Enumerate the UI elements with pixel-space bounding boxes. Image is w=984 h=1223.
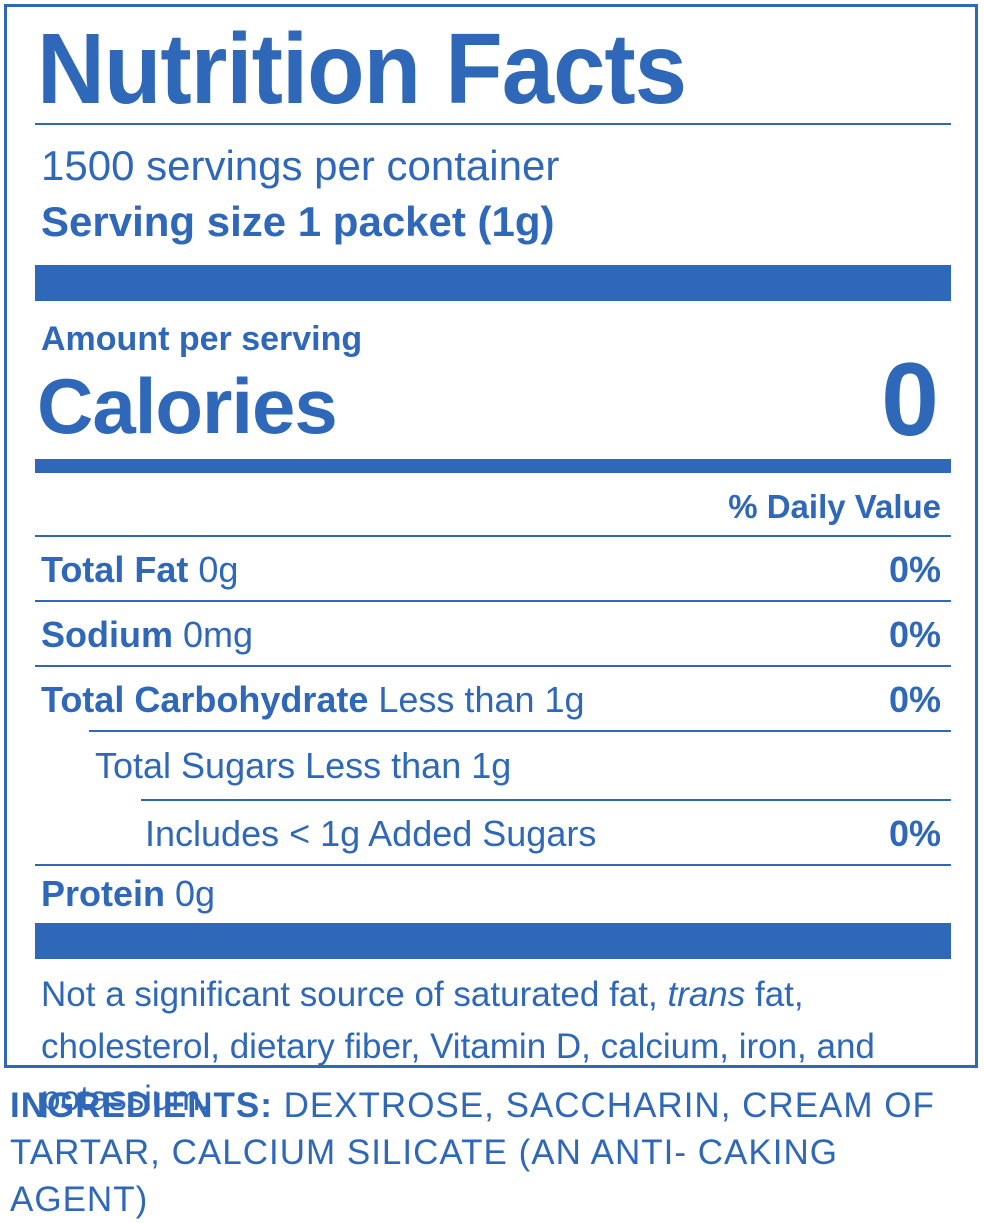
label-title: Nutrition Facts	[37, 13, 687, 125]
nutrient-name: Sodium	[41, 614, 183, 655]
nutrient-amount: 0g	[198, 549, 239, 590]
nutrient-name: Total Fat	[41, 549, 199, 590]
nutrient-daily-value: 0%	[888, 679, 941, 720]
calories-value: 0	[881, 342, 939, 458]
nutrient-row-total-fat: Total Fat 0g 0%	[41, 545, 941, 595]
title-divider	[35, 123, 951, 125]
nutrient-amount: Includes < 1g Added Sugars	[145, 813, 597, 854]
nutrient-name: Total Carbohydrate	[41, 679, 379, 720]
nutrient-daily-value: 0%	[888, 614, 941, 655]
row-divider	[35, 535, 951, 537]
nutrient-row-total-carbohydrate: Total Carbohydrate Less than 1g 0%	[41, 675, 941, 725]
ingredients-label: INGREDIENTS:	[10, 1086, 273, 1125]
row-divider	[35, 864, 951, 866]
footnote-trans: trans	[667, 975, 746, 1014]
row-divider	[141, 799, 951, 801]
row-divider	[35, 665, 951, 667]
ingredients: INGREDIENTS: DEXTROSE, SACCHARIN, CREAM …	[10, 1082, 975, 1223]
nutrient-amount: 0mg	[183, 614, 254, 655]
nutrient-amount: Less than 1g	[378, 679, 585, 720]
nutrient-amount: Total Sugars Less than 1g	[95, 745, 512, 786]
row-divider	[89, 730, 951, 732]
nutrient-row-sodium: Sodium 0mg 0%	[41, 610, 941, 660]
nutrient-row-added-sugars: Includes < 1g Added Sugars 0%	[145, 809, 941, 859]
nutrient-name: Protein	[41, 873, 176, 914]
calories-label: Calories	[37, 362, 338, 450]
daily-value-header: % Daily Value	[728, 488, 941, 525]
footnote-text-cont: fat, cholesterol, dietary fiber, Vitamin…	[41, 975, 875, 1118]
servings-per-container: 1500 servings per container	[41, 142, 560, 189]
serving-bar	[35, 265, 951, 301]
serving-size: Serving size 1 packet (1g)	[41, 198, 555, 245]
nutrient-row-protein: Protein 0g	[41, 869, 941, 919]
nutrient-amount: 0g	[175, 873, 216, 914]
nutrient-row-total-sugars: Total Sugars Less than 1g	[95, 741, 941, 791]
nutrient-daily-value: 0%	[888, 549, 941, 590]
calories-bar	[35, 459, 951, 473]
nutrient-daily-value: 0%	[888, 813, 941, 854]
amount-per-serving: Amount per serving	[41, 320, 363, 358]
footnote: Not a significant source of saturated fa…	[41, 969, 971, 1125]
row-divider	[35, 600, 951, 602]
footnote-text: Not a significant source of saturated fa…	[41, 975, 668, 1014]
nutrition-label: Nutrition Facts 1500 servings per contai…	[4, 4, 978, 1118]
protein-bar	[35, 923, 951, 959]
